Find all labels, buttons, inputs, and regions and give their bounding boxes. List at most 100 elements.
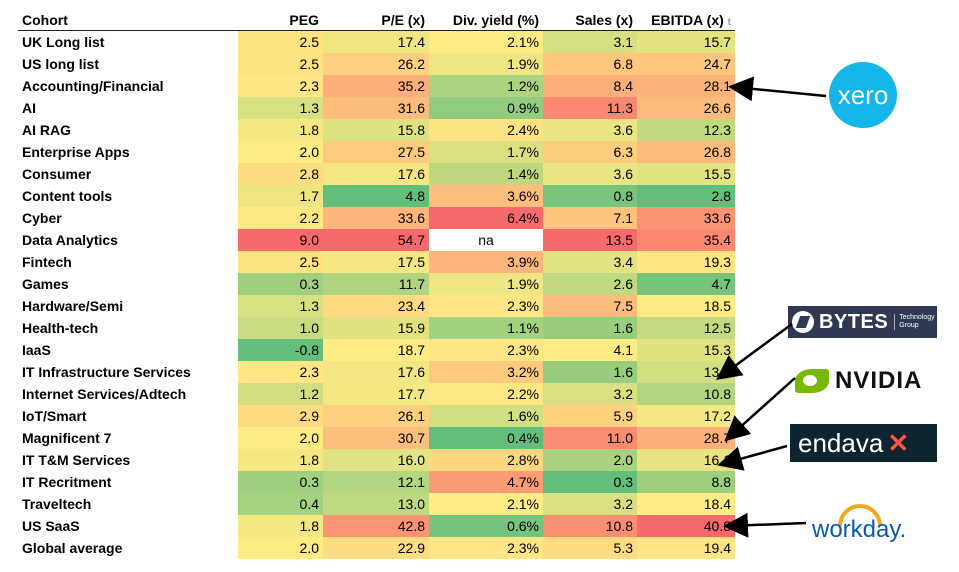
cell-peg: 1.2 [238,383,323,405]
cell-ebitda: 10.8 [637,383,735,405]
cell-pe: 54.7 [323,229,429,251]
cell-pe: 15.8 [323,119,429,141]
cell-div-yield: 1.7% [429,141,543,163]
nvidia-logo-text: NVIDIA [835,367,923,394]
cell-sales: 3.4 [543,251,637,273]
cell-cohort: IoT/Smart [22,408,87,424]
cell-peg: 1.3 [238,97,323,119]
bytes-sub-line2: Group [899,322,919,329]
cell-peg: 1.8 [238,119,323,141]
table-row: Hardware/Semi 1.3 23.4 2.3% 7.5 18.5 [18,295,735,317]
cell-ebitda: 28.7 [637,427,735,449]
cell-div-yield: 6.4% [429,207,543,229]
table-row: AI 1.3 31.6 0.9% 11.3 26.6 [18,97,735,119]
endava-mark-icon: ✕ [887,427,910,458]
table-row: Magnificent 7 2.0 30.7 0.4% 11.0 28.7 [18,427,735,449]
arrow-xero [728,76,827,102]
cell-peg: 2.3 [238,75,323,97]
cell-pe: 26.2 [323,53,429,75]
cell-sales: 3.2 [543,493,637,515]
header-pe: P/E (x) [323,10,429,31]
cell-ebitda: 24.7 [637,53,735,75]
cell-pe: 30.7 [323,427,429,449]
cell-cohort: US SaaS [22,518,80,534]
cell-div-yield: 1.2% [429,75,543,97]
cell-sales: 1.6 [543,361,637,383]
table-row: Global average 2.0 22.9 2.3% 5.3 19.4 [18,537,735,559]
cell-pe: 26.1 [323,405,429,427]
cell-ebitda: 33.6 [637,207,735,229]
cell-ebitda: 18.5 [637,295,735,317]
cell-cohort: Enterprise Apps [22,144,130,160]
cell-div-yield: 0.4% [429,427,543,449]
cell-sales: 6.8 [543,53,637,75]
cell-div-yield: 2.2% [429,383,543,405]
cell-pe: 22.9 [323,537,429,559]
cell-sales: 6.3 [543,141,637,163]
cell-peg: 0.3 [238,273,323,295]
cell-pe: 31.6 [323,97,429,119]
cell-div-yield: 2.4% [429,119,543,141]
cell-ebitda: 26.8 [637,141,735,163]
cell-div-yield: 2.1% [429,493,543,515]
cell-div-yield: 2.3% [429,537,543,559]
bytes-logo: BYTES Technology Group [788,306,937,338]
cell-cohort: Health-tech [22,320,99,336]
cell-div-yield: 1.9% [429,273,543,295]
header-cohort: Cohort [18,10,238,31]
table-row: Fintech 2.5 17.5 3.9% 3.4 19.3 [18,251,735,273]
header-ebitda-label: EBITDA (x) [651,12,724,28]
cell-pe: 15.9 [323,317,429,339]
table-row: Health-tech 1.0 15.9 1.1% 1.6 12.5 [18,317,735,339]
xero-logo-text: xero [837,79,889,110]
xero-logo: xero [829,62,897,128]
cell-pe: 12.1 [323,471,429,493]
cell-peg: 1.8 [238,449,323,471]
endava-logo: endava ✕ [790,424,937,462]
cell-peg: 2.3 [238,361,323,383]
table-row: US long list 2.5 26.2 1.9% 6.8 24.7 [18,53,735,75]
cell-ebitda: 4.7 [637,273,735,295]
cell-div-yield: 2.1% [429,30,543,53]
cell-pe: 4.8 [323,185,429,207]
cell-pe: 17.4 [323,30,429,53]
cell-peg: 9.0 [238,229,323,251]
cell-pe: 27.5 [323,141,429,163]
nvidia-eye-icon [795,369,829,393]
table-row: IoT/Smart 2.9 26.1 1.6% 5.9 17.2 [18,405,735,427]
cell-cohort: Accounting/Financial [22,78,164,94]
table-row: IT T&M Services 1.8 16.0 2.8% 2.0 16.1 [18,449,735,471]
cell-div-yield: na [429,229,543,251]
cell-peg: 2.5 [238,30,323,53]
cell-cohort: IaaS [22,342,51,358]
cell-ebitda: 15.3 [637,339,735,361]
table-row: Cyber 2.2 33.6 6.4% 7.1 33.6 [18,207,735,229]
cell-cohort: Internet Services/Adtech [22,386,187,402]
cell-peg: 2.5 [238,53,323,75]
cell-div-yield: 2.8% [429,449,543,471]
cell-pe: 17.6 [323,163,429,185]
workday-logo: workday. [808,500,918,548]
cell-pe: 33.6 [323,207,429,229]
cell-sales: 7.5 [543,295,637,317]
cell-cohort: IT T&M Services [22,452,131,468]
cell-div-yield: 4.7% [429,471,543,493]
cell-peg: 1.3 [238,295,323,317]
cell-ebitda: 26.6 [637,97,735,119]
cell-div-yield: 0.6% [429,515,543,537]
cell-ebitda: 15.7 [637,30,735,53]
cell-sales: 2.0 [543,449,637,471]
cell-ebitda: 2.8 [637,185,735,207]
table-row: Internet Services/Adtech 1.2 17.7 2.2% 3.2 10… [18,383,735,405]
cell-div-yield: 3.2% [429,361,543,383]
cell-sales: 13.5 [543,229,637,251]
arrow-nvidia [724,377,796,442]
endava-logo-text: endava [798,427,884,458]
cell-pe: 42.8 [323,515,429,537]
cell-pe: 17.5 [323,251,429,273]
cell-pe: 23.4 [323,295,429,317]
cell-sales: 3.1 [543,30,637,53]
table-row: IT Recritment 0.3 12.1 4.7% 0.3 8.8 [18,471,735,493]
cell-ebitda: 28.1 [637,75,735,97]
